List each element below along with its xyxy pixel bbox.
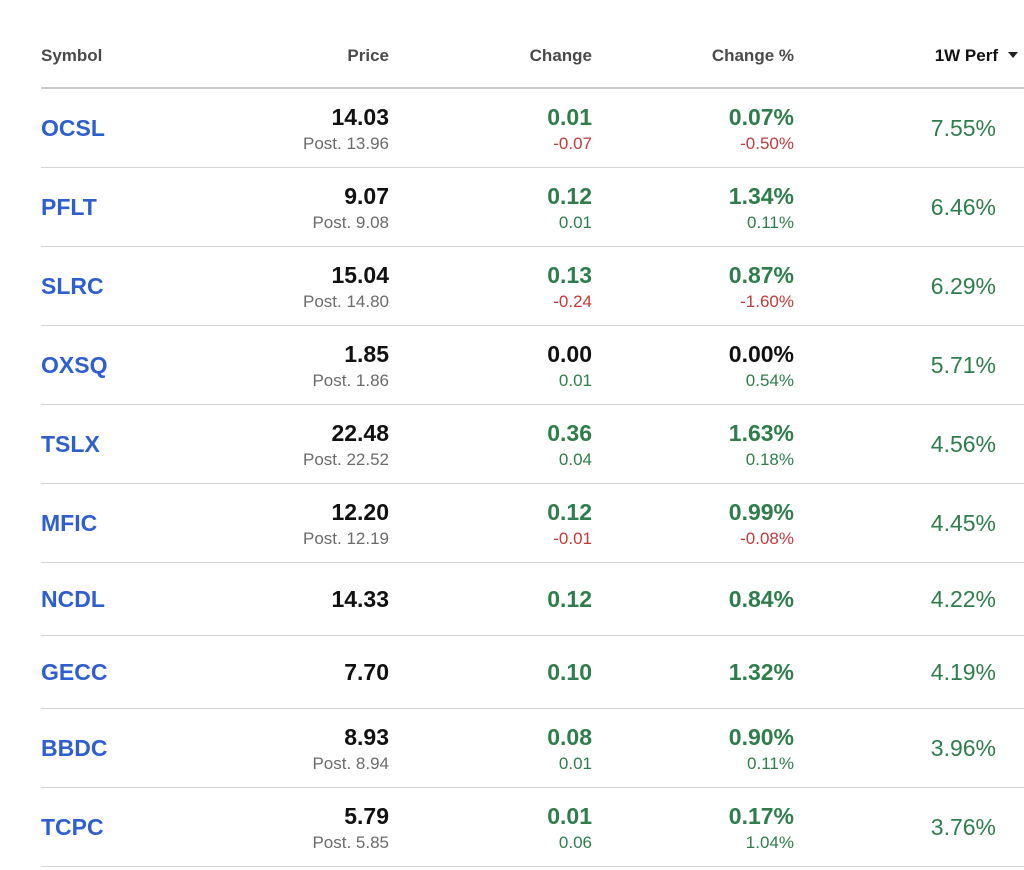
symbol-link[interactable]: MFIC: [41, 510, 98, 536]
post-market-change: 0.01: [558, 213, 592, 232]
table-row[interactable]: GECC 7.70 0.10 1.32% 4.19%: [41, 636, 1024, 709]
price-value: 22.48: [331, 420, 389, 446]
change-percent-value: 1.32%: [728, 659, 794, 685]
table-row[interactable]: OXSQ 1.85 Post. 1.86 0.00 0.01 0.00% 0.54% 5.71…: [41, 326, 1024, 405]
post-market-price: Post. 5.85: [312, 833, 389, 852]
change-value: 0.36: [547, 420, 592, 446]
1w-perf-value: 4.56%: [930, 431, 996, 457]
column-header-1w-perf-label: 1W Perf: [934, 46, 998, 65]
post-market-change: 0.04: [558, 450, 592, 469]
post-market-change-percent: 1.04%: [745, 833, 794, 852]
table-row[interactable]: NCDL 14.33 0.12 0.84% 4.22%: [41, 563, 1024, 636]
post-market-change-percent: -1.60%: [740, 292, 794, 311]
1w-perf-value: 3.76%: [930, 814, 996, 840]
symbol-link[interactable]: TCPC: [41, 814, 104, 840]
price-value: 14.33: [331, 586, 389, 612]
table-row[interactable]: BBDC 8.93 Post. 8.94 0.08 0.01 0.90% 0.11% 3.96…: [41, 709, 1024, 788]
symbol-link[interactable]: TSLX: [41, 431, 100, 457]
post-market-change: 0.06: [558, 833, 592, 852]
column-header-change-percent[interactable]: Change %: [711, 46, 794, 65]
stock-table: Symbol Price Change Change % 1W Perf OCS…: [41, 0, 1024, 867]
post-market-change: -0.24: [553, 292, 592, 311]
post-market-change-percent: 0.11%: [747, 754, 794, 773]
post-market-change: -0.07: [553, 134, 592, 153]
symbol-link[interactable]: OCSL: [41, 115, 105, 141]
change-percent-value: 0.99%: [728, 499, 794, 525]
price-value: 9.07: [344, 183, 389, 209]
change-percent-value: 1.34%: [728, 183, 794, 209]
change-value: 0.12: [547, 499, 592, 525]
post-market-change-percent: 0.54%: [745, 371, 794, 390]
table-row[interactable]: TSLX 22.48 Post. 22.52 0.36 0.04 1.63% 0.18% 4.…: [41, 405, 1024, 484]
table-row[interactable]: TCPC 5.79 Post. 5.85 0.01 0.06 0.17% 1.04% 3.76…: [41, 788, 1024, 867]
symbol-link[interactable]: SLRC: [41, 273, 104, 299]
table-row[interactable]: MFIC 12.20 Post. 12.19 0.12 -0.01 0.99% -0.08%…: [41, 484, 1024, 563]
change-value: 0.01: [547, 104, 592, 130]
post-market-change: -0.01: [553, 529, 592, 548]
1w-perf-value: 6.46%: [930, 194, 996, 220]
change-percent-value: 0.87%: [728, 262, 794, 288]
symbol-link[interactable]: PFLT: [41, 194, 97, 220]
post-market-change-percent: -0.50%: [740, 134, 794, 153]
post-market-price: Post. 22.52: [302, 450, 389, 469]
1w-perf-value: 6.29%: [930, 273, 996, 299]
table-row[interactable]: SLRC 15.04 Post. 14.80 0.13 -0.24 0.87% -1.60%…: [41, 247, 1024, 326]
post-market-price: Post. 8.94: [312, 754, 389, 773]
column-header-symbol[interactable]: Symbol: [41, 46, 103, 65]
post-market-change-percent: 0.11%: [747, 213, 794, 232]
table-row[interactable]: OCSL 14.03 Post. 13.96 0.01 -0.07 0.07% -0.50%…: [41, 89, 1024, 168]
change-value: 0.08: [547, 724, 592, 750]
post-market-price: Post. 14.80: [302, 292, 389, 311]
change-value: 0.12: [547, 586, 592, 612]
post-market-change-percent: -0.08%: [740, 529, 794, 548]
1w-perf-value: 4.45%: [930, 510, 996, 536]
post-market-change: 0.01: [558, 371, 592, 390]
change-value: 0.00: [547, 341, 592, 367]
1w-perf-value: 7.55%: [930, 115, 996, 141]
1w-perf-value: 4.19%: [930, 659, 996, 685]
table-row[interactable]: PFLT 9.07 Post. 9.08 0.12 0.01 1.34% 0.11% 6.46…: [41, 168, 1024, 247]
price-value: 7.70: [344, 659, 389, 685]
change-percent-value: 0.90%: [728, 724, 794, 750]
1w-perf-value: 3.96%: [930, 735, 996, 761]
1w-perf-value: 4.22%: [930, 586, 996, 612]
price-value: 8.93: [344, 724, 389, 750]
change-value: 0.10: [547, 659, 592, 685]
change-percent-value: 0.07%: [728, 104, 794, 130]
change-percent-value: 0.00%: [728, 341, 794, 367]
post-market-price: Post. 12.19: [302, 529, 389, 548]
change-value: 0.13: [547, 262, 592, 288]
change-value: 0.12: [547, 183, 592, 209]
sort-descending-icon: [1008, 51, 1018, 58]
post-market-change: 0.01: [558, 754, 592, 773]
column-header-1w-perf[interactable]: 1W Perf: [935, 46, 1018, 66]
price-value: 15.04: [331, 262, 389, 288]
post-market-price: Post. 13.96: [302, 134, 389, 153]
symbol-link[interactable]: BBDC: [41, 735, 108, 761]
symbol-link[interactable]: OXSQ: [41, 352, 108, 378]
column-header-price[interactable]: Price: [347, 46, 389, 65]
change-percent-value: 0.17%: [728, 803, 794, 829]
change-value: 0.01: [547, 803, 592, 829]
table-body: OCSL 14.03 Post. 13.96 0.01 -0.07 0.07% -0.50%…: [41, 89, 1024, 867]
column-header-change[interactable]: Change: [529, 46, 592, 65]
post-market-price: Post. 1.86: [312, 371, 389, 390]
symbol-link[interactable]: NCDL: [41, 586, 105, 612]
post-market-change-percent: 0.18%: [745, 450, 794, 469]
price-value: 1.85: [344, 341, 389, 367]
price-value: 14.03: [331, 104, 389, 130]
1w-perf-value: 5.71%: [930, 352, 996, 378]
change-percent-value: 0.84%: [728, 586, 794, 612]
price-value: 12.20: [331, 499, 389, 525]
post-market-price: Post. 9.08: [312, 213, 389, 232]
symbol-link[interactable]: GECC: [41, 659, 108, 685]
price-value: 5.79: [344, 803, 389, 829]
change-percent-value: 1.63%: [728, 420, 794, 446]
table-header: Symbol Price Change Change % 1W Perf: [41, 0, 1024, 89]
